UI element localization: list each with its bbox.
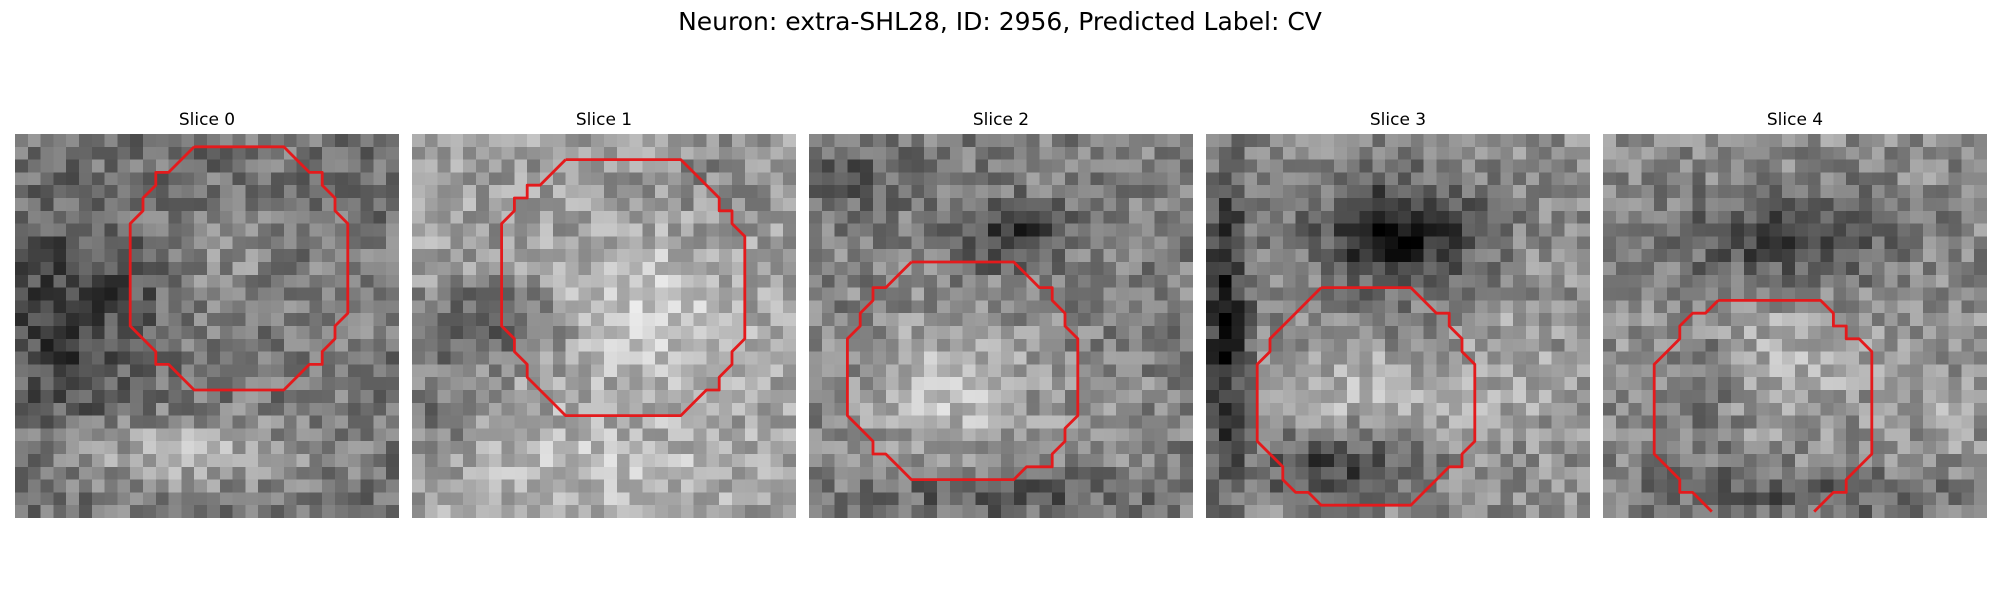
slice-image-0 xyxy=(15,134,399,518)
roi-contour xyxy=(1718,298,1874,513)
roi-contour xyxy=(1255,286,1477,507)
slice-title: Slice 3 xyxy=(1369,110,1427,130)
roi-contour xyxy=(845,260,1080,482)
slice-title: Slice 4 xyxy=(1766,110,1824,130)
slice-image-4 xyxy=(1603,134,1987,518)
slice-image-2 xyxy=(809,134,1193,518)
slice-image-1 xyxy=(412,134,796,518)
roi-contour xyxy=(500,158,747,418)
slice-title: Slice 0 xyxy=(178,110,236,130)
slice-title: Slice 1 xyxy=(575,110,633,130)
roi-contour xyxy=(1652,299,1720,513)
roi-contour xyxy=(128,145,350,392)
figure-title: Neuron: extra-SHL28, ID: 2956, Predicted… xyxy=(678,7,1322,36)
slice-image-3 xyxy=(1206,134,1590,518)
slice-title: Slice 2 xyxy=(972,110,1030,130)
